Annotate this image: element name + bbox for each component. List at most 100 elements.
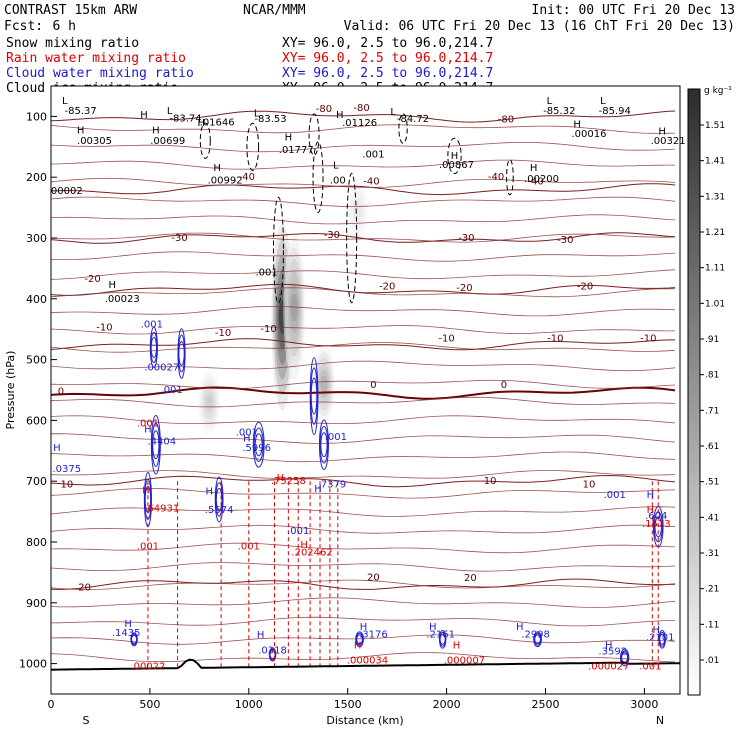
colorbar-level-label: .41 <box>705 513 719 523</box>
cloud-ice-contour <box>246 122 260 171</box>
cloud-water-label: .3176 <box>359 629 388 640</box>
colorbar-level-label: .01 <box>705 656 719 666</box>
colorbar-level-label: .21 <box>705 585 719 595</box>
rain-water-label: .202462 <box>291 547 332 558</box>
cloud-ice-label: H <box>530 163 538 174</box>
cloud-water-label: .0375 <box>53 464 82 475</box>
temperature-isotherm-minor <box>51 159 675 170</box>
cloud-water-label: .5996 <box>242 443 271 454</box>
cloud-water-label: .3592 <box>598 646 627 657</box>
temperature-isotherm-minor <box>51 232 676 243</box>
temperature-label: -80 <box>353 103 369 114</box>
rain-water-label: H <box>354 640 362 651</box>
colorbar-level-label: .11 <box>705 620 719 630</box>
temperature-label: -80 <box>498 114 514 125</box>
cloud-water-label: .2101 <box>646 632 675 643</box>
legend-field-name: Rain water mixing ratio <box>6 51 186 66</box>
temperature-isotherm-minor <box>51 470 676 479</box>
plot-frame <box>50 85 681 695</box>
cloud-ice-label: H <box>140 110 148 121</box>
cloud-ice-label: .00 <box>330 175 346 186</box>
rain-water-label: .001 <box>639 662 661 673</box>
cloud-ice-contour <box>506 159 514 196</box>
colorbar-level-label: 1.11 <box>705 264 725 274</box>
rain-water-label: .000007 <box>444 656 485 667</box>
cloud-water-label: .0318 <box>258 645 287 656</box>
contour-labels: -80 -80 -80 -40 -40 -40 -40 -30 -30 -30 -30 -20 -20 -… <box>51 96 686 672</box>
cloud-water-contour <box>356 634 363 645</box>
temperature-label: -40 <box>527 176 543 187</box>
cloud-ice-label: L <box>600 96 606 107</box>
cloud-water-contour <box>131 634 138 644</box>
cloud-ice-label: .01777 <box>279 145 314 156</box>
cloud-water-contour <box>310 367 318 425</box>
x-axis-title: Distance (km) <box>326 714 403 727</box>
cloud-ice-label: -85.32 <box>543 106 575 117</box>
cloud-ice-contour <box>447 137 462 175</box>
temperature-isotherm <box>51 283 676 296</box>
cloud-water-label: .1435 <box>112 628 141 639</box>
rain-water-label: .00022 <box>130 662 165 673</box>
temperature-isotherm-minor <box>51 379 676 390</box>
center-label: NCAR/MMM <box>243 3 306 18</box>
cloud-water-contours <box>130 326 666 667</box>
cloud-ice-label: H <box>658 127 666 138</box>
temperature-isotherm-minor <box>51 142 676 153</box>
cloud-water-label: .00027 <box>144 363 179 374</box>
temperature-isotherm-minor <box>51 177 676 188</box>
cloud-ice-label: -85.37 <box>65 106 97 117</box>
colorbar-level-label: .31 <box>705 549 719 559</box>
cloud-ice-label: L <box>547 96 553 107</box>
cloud-water-contour <box>310 377 318 415</box>
endpoint-north: N <box>656 714 664 727</box>
colorbar-level-label: 1.31 <box>705 192 725 202</box>
temperature-isotherm-minor <box>51 487 676 499</box>
rain-water-label: .75258 <box>271 476 306 487</box>
rain-water-label: .000034 <box>347 656 388 667</box>
temperature-isotherm-minor <box>51 342 676 353</box>
cloud-water-label: H <box>360 622 368 633</box>
cloud-ice-label: H <box>77 125 85 136</box>
colorbar-level-label: 1.21 <box>705 228 725 238</box>
init-time: Init: 00 UTC Fri 20 Dec 13 <box>532 3 736 18</box>
colorbar-level-label: .71 <box>705 406 719 416</box>
temperature-label: -30 <box>557 235 573 246</box>
cloud-ice-label: .00305 <box>77 136 112 147</box>
snow-plume-shade <box>320 375 328 393</box>
colorbar-units: g kg⁻¹ <box>704 86 732 96</box>
legend-field-name: Snow mixing ratio <box>6 36 139 51</box>
temperature-isotherm <box>51 338 675 351</box>
snow-plume-shade <box>354 203 362 219</box>
temperature-isotherm-minor <box>51 269 676 280</box>
cloud-water-contour <box>254 433 263 457</box>
cloud-water-contour <box>355 631 364 648</box>
cloud-water-label: .001 <box>287 526 309 537</box>
temperature-label: 20 <box>464 573 477 584</box>
cloud-water-contour <box>150 414 161 475</box>
temperature-label: -30 <box>458 233 474 244</box>
axes: 0 500 1000 1500 2000 2500 30001002003004005006… <box>19 110 658 711</box>
cloud-ice-label: .001 <box>362 150 384 161</box>
cloud-ice-contour <box>398 113 408 144</box>
cloud-water-contour <box>252 421 265 468</box>
cloud-water-label: H <box>257 630 265 641</box>
colorbar-level-label: .61 <box>705 442 719 452</box>
cloud-ice-label: .00200 <box>524 174 559 185</box>
rain-water-label: .64931 <box>144 504 179 515</box>
temperature-label: 10 <box>60 479 73 490</box>
temperature-label: -30 <box>324 230 340 241</box>
legend-cross-section-coords: XY= 96.0, 2.5 to 96.0,214.7 <box>282 51 493 66</box>
temperature-label: -20 <box>379 282 395 293</box>
y-tick-label: 600 <box>26 414 47 427</box>
temperature-isotherm <box>51 232 676 244</box>
temperature-label: 0 <box>501 380 507 391</box>
cloud-ice-label: H <box>152 125 160 136</box>
cloud-ice-label: L <box>167 106 173 117</box>
rain-water-label: .000027 <box>588 662 629 673</box>
temperature-isotherm-minor <box>51 562 676 572</box>
cloud-water-contour <box>355 632 364 646</box>
rain-water-label: .001 <box>137 541 159 552</box>
colorbar-level-label: 1.41 <box>705 157 725 167</box>
cloud-ice-label: .00992 <box>208 175 243 186</box>
valid-time: Valid: 06 UTC Fri 20 Dec 13 (16 ChT Fri … <box>344 19 735 34</box>
